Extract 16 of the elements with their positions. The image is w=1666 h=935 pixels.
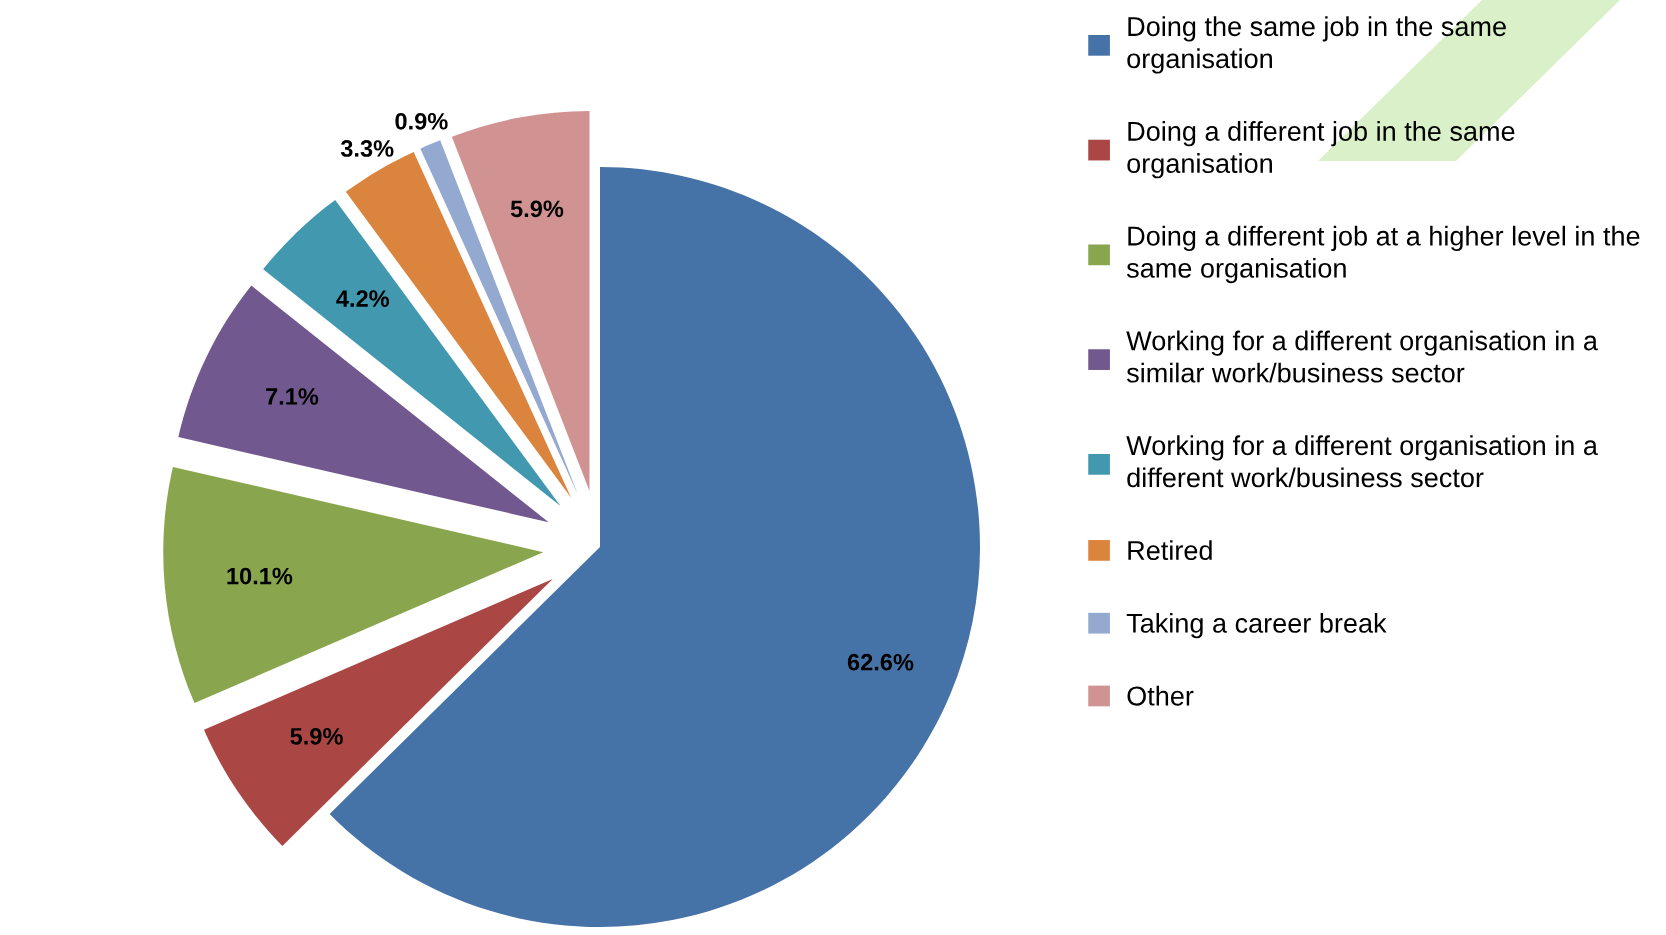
legend-label: Retired: [1128, 540, 1212, 561]
data-label: 5.9%: [290, 727, 343, 745]
data-label: 4.2%: [336, 290, 390, 307]
data-label: 10.1%: [227, 567, 293, 585]
data-label: 7.1%: [266, 388, 319, 405]
legend-label: Working for a different organisation in a similar work/business sector: [1126, 330, 1598, 383]
data-label: 3.3%: [340, 140, 394, 157]
legend-label: Taking a career break: [1126, 612, 1387, 639]
data-label: 0.9%: [395, 112, 448, 130]
data-label: 62.6%: [847, 653, 914, 671]
legend-label: Doing the same job in the same organisation: [1127, 16, 1506, 74]
legend-label: Doing a different job in the same organisation: [1127, 121, 1515, 179]
legend-label: Working for a different organisation in a different work/business sector: [1126, 435, 1598, 488]
legend-label: Other: [1127, 685, 1194, 706]
data-label: 5.9%: [510, 200, 564, 218]
legend-label: Doing a different job at a higher level in the same organisation: [1126, 225, 1640, 284]
